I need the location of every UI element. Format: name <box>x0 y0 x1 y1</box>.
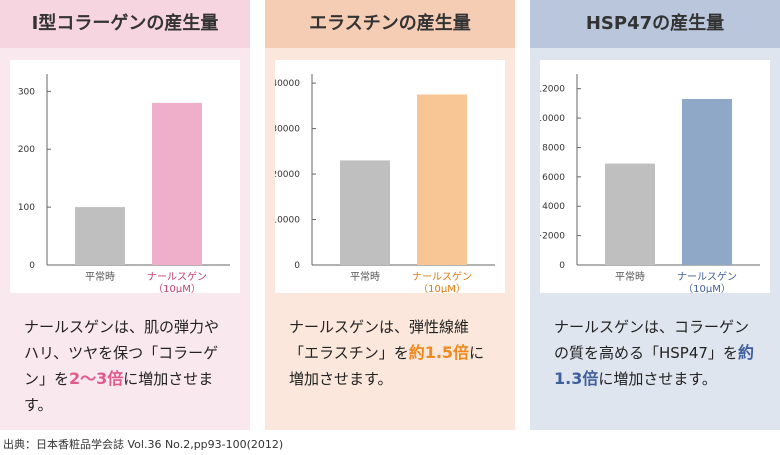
x-category-label-sub: （10μM） <box>683 283 731 293</box>
x-category-label: 平常時 <box>615 270 645 283</box>
y-tick-label: 30000 <box>275 125 300 135</box>
panel-description: ナールスゲンは、弾性線維「エラスチン」を約1.5倍に増加させます。 <box>289 314 497 392</box>
panel-body: 0 10000 20000 30000 40000 平常時 ナールスゲン（10μM） ナールス… <box>265 48 515 430</box>
x-category-label: 平常時 <box>350 270 380 283</box>
y-tick-label: 300 <box>18 87 35 97</box>
bar-baseline <box>340 160 390 265</box>
panel-title: HSP47の産生量 <box>530 0 780 48</box>
description-text: ナールスゲンは、肌の弾力やハリ、ツヤを保つ「コラーゲン」を <box>24 318 220 388</box>
y-tick-label: 12000 <box>540 85 565 95</box>
y-tick-label: 40000 <box>275 79 300 89</box>
panel-body: 0 100 200 300 平常時 ナールスゲン （10μM） ナールスゲンは、肌の弾力やハリ… <box>0 48 250 430</box>
x-category-label: ナールスゲン <box>677 271 737 283</box>
chart-panel-2: エラスチンの産生量 0 10000 20000 30000 40000 平常時 ナールスゲン（… <box>265 0 515 430</box>
x-category-label: 平常時 <box>85 270 115 283</box>
y-tick-label: 6000 <box>542 173 565 183</box>
y-tick-label: 20000 <box>275 170 300 180</box>
y-tick-label: 8000 <box>542 143 565 153</box>
bar-chart: 0 100 200 300 平常時 ナールスゲン（10μM） <box>18 74 230 293</box>
bar-chart: 0 10000 20000 30000 40000 平常時 ナールスゲン（10μM） <box>275 74 495 293</box>
description-text: に増加させます。 <box>24 370 214 414</box>
x-category-label: ナールスゲン <box>147 271 207 283</box>
y-tick-label: 0 <box>559 261 565 271</box>
chart-panel-1: I型コラーゲンの産生量 0 100 200 300 平常時 ナールスゲン （10μM） ナールス… <box>0 0 250 430</box>
y-tick-label: 200 <box>18 145 35 155</box>
panel-title: エラスチンの産生量 <box>265 0 515 48</box>
description-text: ナールスゲンは、弾性線維「エラスチン」を <box>289 318 470 362</box>
bar-narsgen <box>417 94 467 265</box>
description-text: ナールスゲンは、コラーゲンの質を高める「HSP47」を <box>554 318 750 362</box>
description-text: に増加させます。 <box>598 370 717 388</box>
highlight-ratio: 約1.3倍 <box>554 343 754 388</box>
bar-baseline <box>75 207 125 265</box>
y-tick-label: 10000 <box>275 216 300 226</box>
highlight-ratio: 約1.5倍 <box>408 343 470 362</box>
highlight-ratio: 2～3倍 <box>69 369 124 388</box>
chart-panel-3: HSP47の産生量 0 ·2000 4000 6000 8000 ·10000 12000 平常… <box>530 0 780 430</box>
description-text: に増加させます。 <box>289 344 485 388</box>
bar-narsgen <box>682 98 732 265</box>
y-tick-label: ·2000 <box>540 232 565 242</box>
y-tick-label: 0 <box>294 261 300 271</box>
bar-chart: 0 ·2000 4000 6000 8000 ·10000 12000 平常時 ナールスゲン（1… <box>540 74 760 293</box>
panel-description: ナールスゲンは、肌の弾力やハリ、ツヤを保つ「コラーゲン」を2～3倍に増加させます… <box>24 314 232 418</box>
source-citation: 出典：日本香粧品学会誌 Vol.36 No.2,pp93-100(2012) <box>3 438 284 451</box>
y-tick-label: 0 <box>29 261 35 271</box>
panel-body: 0 ·2000 4000 6000 8000 ·10000 12000 平常時 ナールスゲン（1… <box>530 48 780 430</box>
bar-baseline <box>605 163 655 265</box>
panel-description: ナールスゲンは、コラーゲンの質を高める「HSP47」を約1.3倍に増加させます。 <box>554 314 762 392</box>
y-tick-label: ·10000 <box>540 114 565 124</box>
panel-title: I型コラーゲンの産生量 <box>0 0 250 48</box>
y-tick-label: 100 <box>18 203 35 213</box>
x-category-label-sub: （10μM） <box>418 283 466 293</box>
y-tick-label: 4000 <box>542 202 565 212</box>
x-category-label-sub: （10μM） <box>153 283 201 293</box>
bar-narsgen <box>152 102 202 265</box>
x-category-label: ナールスゲン <box>412 271 472 283</box>
